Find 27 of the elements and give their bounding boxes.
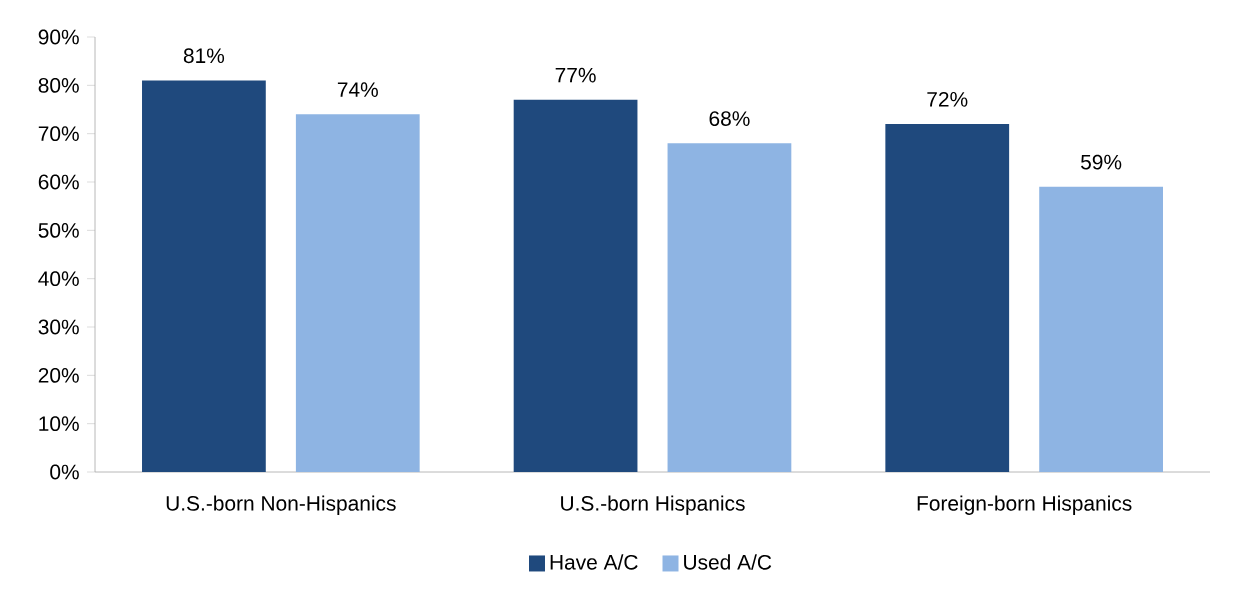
- bar: [295, 114, 420, 472]
- y-tick-label: 40%: [38, 271, 79, 287]
- y-tick-label: 60%: [38, 174, 79, 190]
- x-tick-label: Foreign-born Hispanics: [917, 495, 1132, 515]
- bar: [142, 80, 266, 472]
- y-tick-label: 70%: [38, 126, 79, 142]
- y-tick-label: 30%: [38, 319, 79, 335]
- legend-label: Used A/C: [684, 554, 772, 570]
- data-label: 59%: [1081, 154, 1122, 170]
- data-label: 74%: [337, 82, 378, 97]
- legend-label: Have A/C: [550, 554, 638, 570]
- y-tick-label: 90%: [38, 29, 79, 45]
- bar: [667, 143, 792, 472]
- bar: [885, 124, 1010, 472]
- y-tick-label: 0%: [50, 464, 79, 480]
- y-tick-label: 20%: [38, 367, 79, 383]
- bar: [1039, 186, 1163, 472]
- x-tick-label: U.S.-born Hispanics: [561, 495, 745, 515]
- data-label: 72%: [927, 91, 968, 107]
- x-tick-label: U.S.-born Non-Hispanics: [166, 495, 396, 515]
- y-tick-label: 50%: [38, 222, 79, 238]
- data-label: 77%: [555, 67, 596, 83]
- y-tick-label: 10%: [39, 416, 79, 432]
- data-label: 68%: [709, 111, 750, 126]
- y-tick-label: 80%: [38, 77, 79, 93]
- bar: [513, 99, 638, 472]
- data-label: 81%: [183, 48, 225, 64]
